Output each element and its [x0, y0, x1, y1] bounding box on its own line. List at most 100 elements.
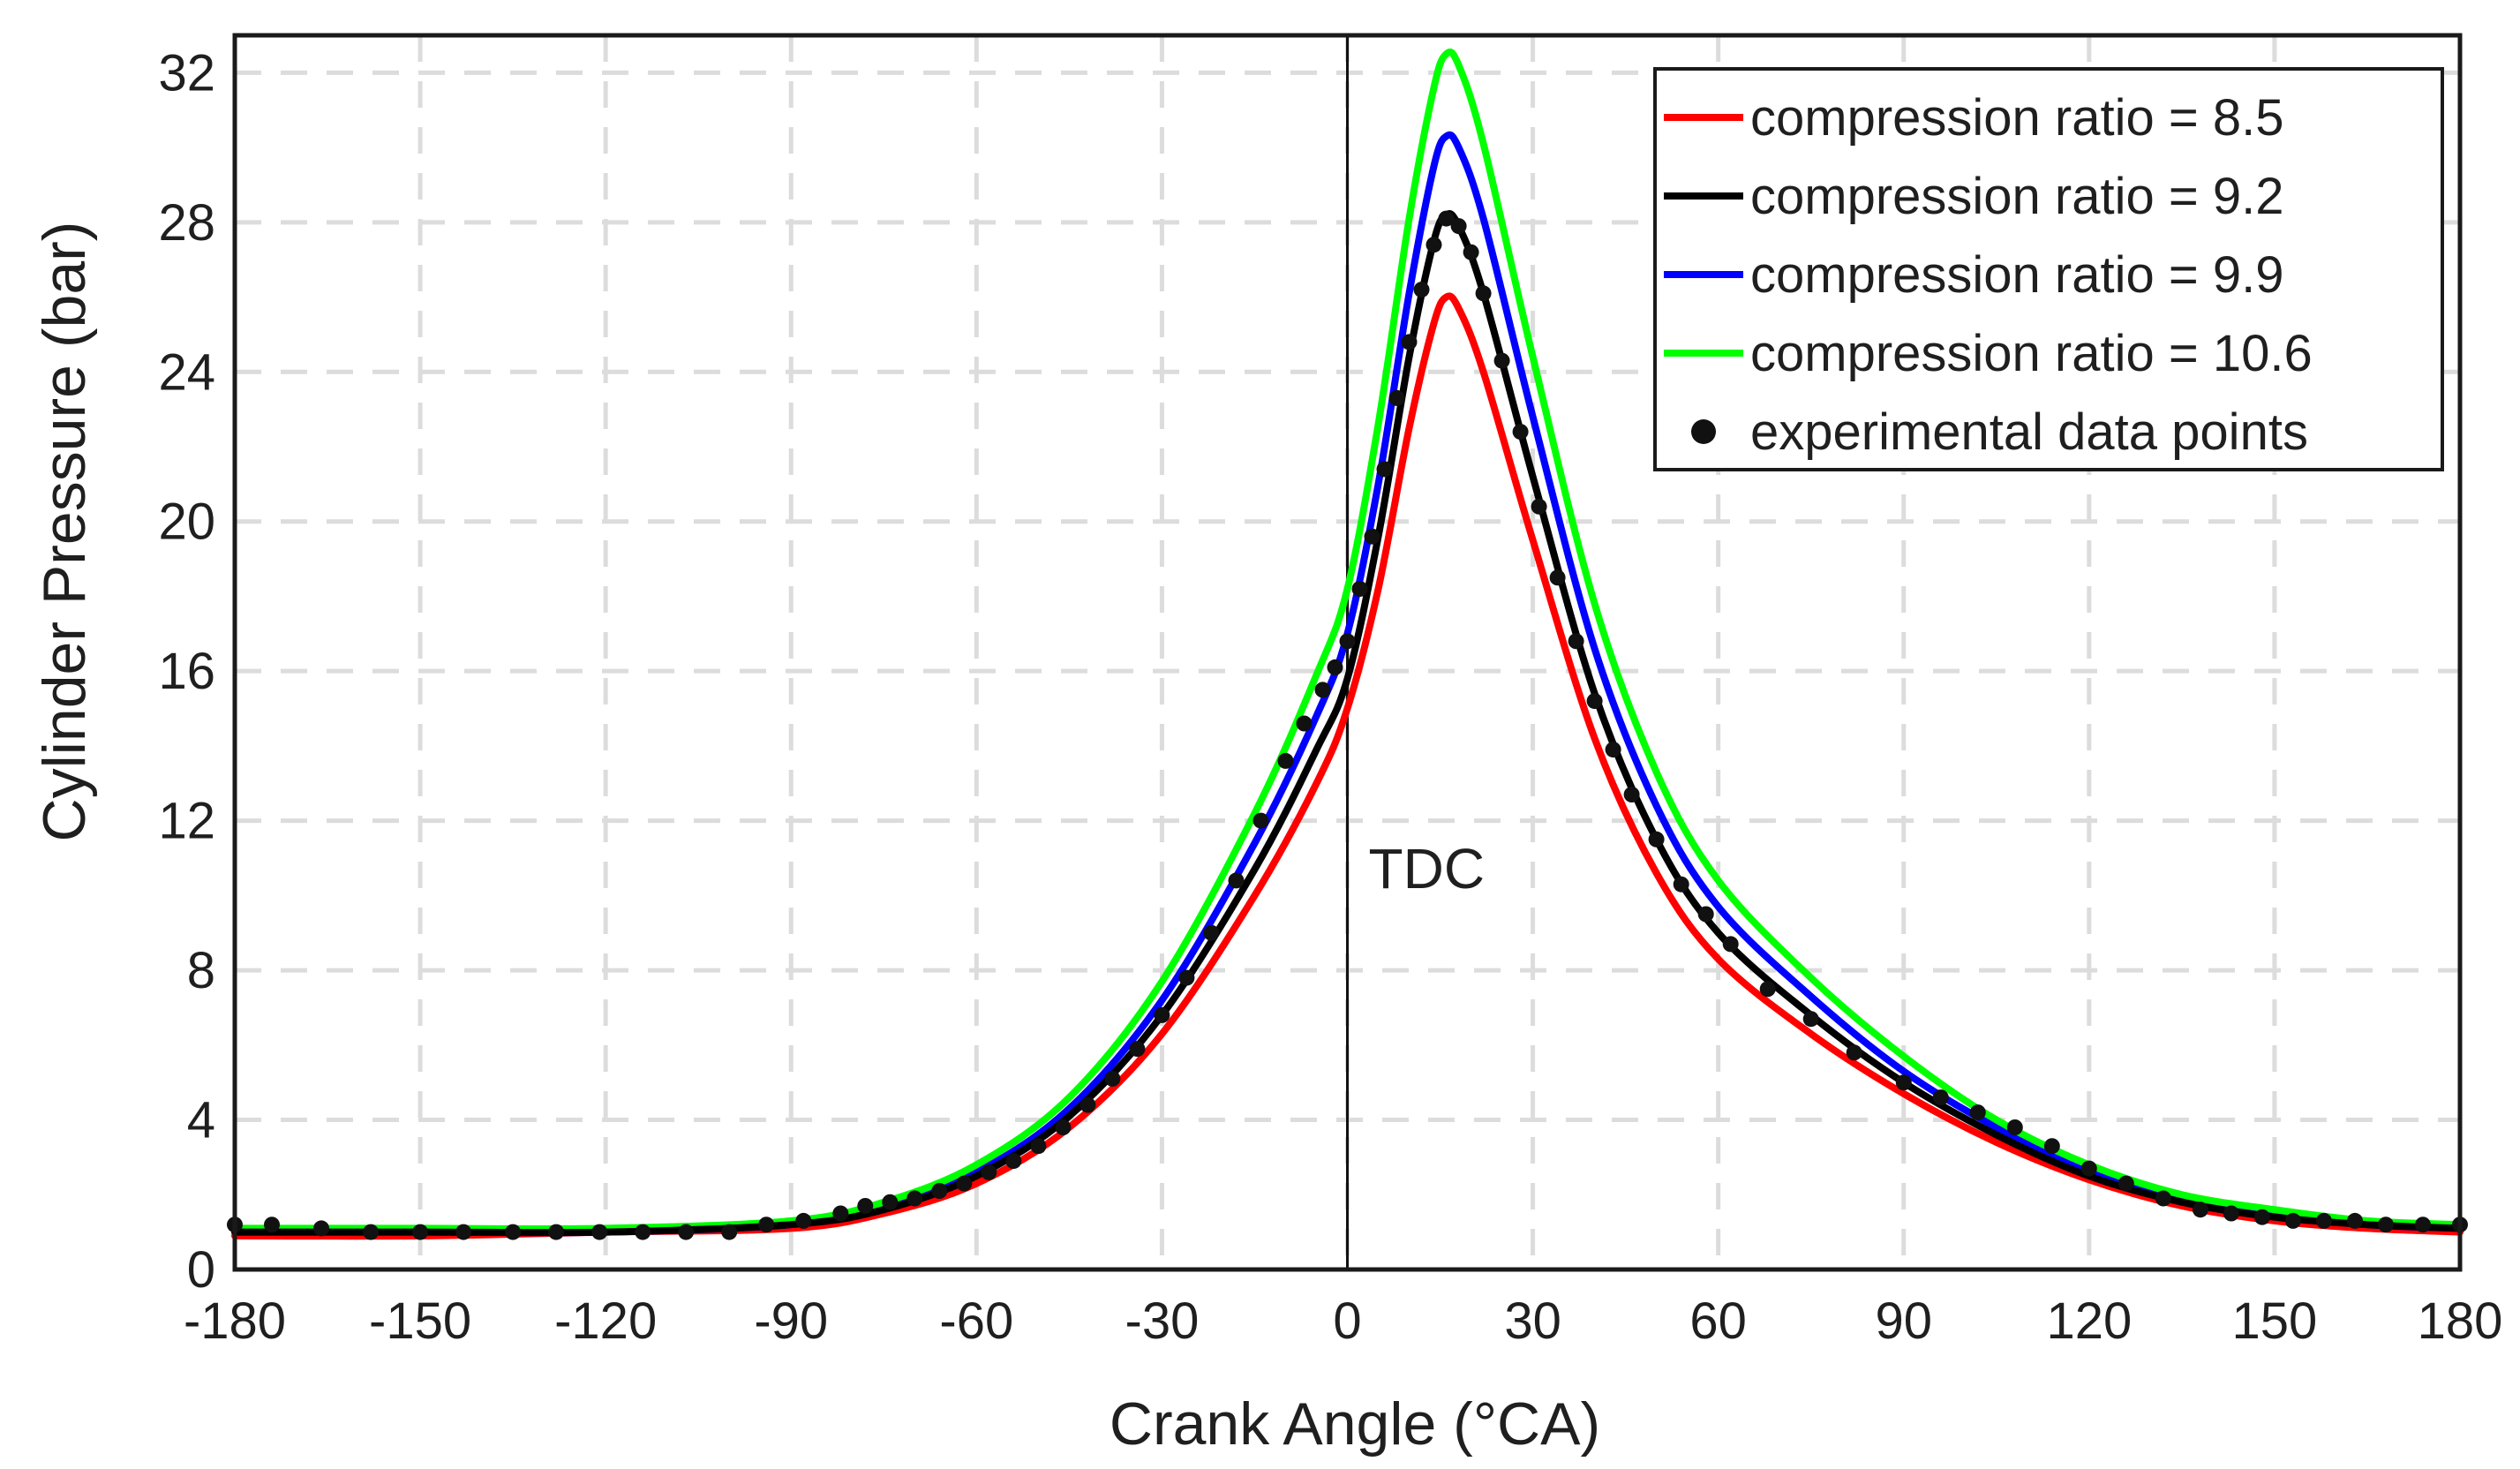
legend-label-experimental: experimental data points — [1750, 403, 2308, 461]
experimental-data-point — [1129, 1041, 1146, 1058]
experimental-data-point — [1586, 693, 1603, 710]
y-tick-label: 16 — [158, 643, 215, 700]
experimental-data-point — [1351, 581, 1368, 597]
tdc-annotation: TDC — [1369, 837, 1486, 900]
x-tick-label: 60 — [1689, 1292, 1747, 1350]
experimental-data-point — [505, 1224, 522, 1240]
experimental-data-point — [313, 1220, 329, 1237]
legend-box — [1653, 67, 2444, 471]
experimental-data-point — [2006, 1119, 2023, 1135]
experimental-data-point — [1463, 244, 1479, 260]
legend-label-cr-9-2: compression ratio = 9.2 — [1750, 168, 2283, 225]
y-ticks: 0 4 8 12 16 20 24 28 32 — [158, 44, 215, 1299]
experimental-data-point — [1364, 528, 1380, 545]
x-tick-label: -150 — [369, 1292, 471, 1350]
experimental-data-point — [1425, 237, 1442, 253]
experimental-data-point — [2155, 1190, 2171, 1207]
experimental-data-point — [1605, 742, 1621, 758]
y-tick-label: 20 — [158, 493, 215, 551]
experimental-data-point — [2080, 1160, 2097, 1177]
experimental-data-point — [363, 1224, 380, 1240]
x-ticks: -180 -150 -120 -90 -60 -30 0 30 60 90 120 150 180 — [184, 1292, 2502, 1350]
experimental-data-point — [1895, 1074, 1912, 1091]
legend-label-cr-8-5: compression ratio = 8.5 — [1750, 89, 2283, 147]
experimental-data-point — [635, 1224, 651, 1240]
experimental-data-point — [455, 1224, 472, 1240]
x-tick-label: -120 — [554, 1292, 657, 1350]
experimental-data-point — [2378, 1217, 2394, 1233]
legend: compression ratio = 8.5 compression rati… — [1653, 67, 2444, 471]
y-tick-label: 24 — [158, 343, 215, 401]
experimental-data-point — [795, 1212, 812, 1229]
experimental-data-point — [2223, 1205, 2239, 1222]
experimental-data-point — [1005, 1153, 1022, 1170]
experimental-data-point — [1493, 352, 1510, 369]
experimental-markers — [227, 210, 2468, 1240]
series-line-9-9 — [231, 131, 2464, 1237]
experimental-data-point — [2315, 1212, 2332, 1229]
experimental-data-point — [1697, 906, 1714, 923]
legend-label-cr-10-6: compression ratio = 10.6 — [1750, 325, 2313, 382]
experimental-data-point — [1079, 1096, 1096, 1113]
y-tick-label: 8 — [187, 942, 215, 999]
y-tick-label: 12 — [158, 793, 215, 850]
experimental-data-point — [1512, 424, 1529, 441]
experimental-data-point — [1376, 461, 1393, 478]
experimental-data-point — [1673, 876, 1689, 893]
experimental-data-point — [2415, 1217, 2431, 1233]
experimental-data-point — [1932, 1089, 1949, 1106]
experimental-data-point — [1475, 285, 1492, 302]
x-tick-label: -30 — [1125, 1292, 1200, 1350]
experimental-data-point — [1327, 659, 1343, 675]
legend-marker-experimental — [1691, 419, 1716, 444]
y-axis-title: Cylinder Pressure (bar) — [31, 222, 98, 842]
experimental-data-point — [1314, 682, 1331, 698]
experimental-data-point — [2118, 1175, 2134, 1192]
experimental-data-point — [1969, 1104, 1986, 1121]
experimental-data-point — [1648, 831, 1665, 848]
x-tick-label: -90 — [754, 1292, 828, 1350]
experimental-data-point — [412, 1224, 429, 1240]
experimental-data-point — [721, 1224, 738, 1240]
x-tick-label: 0 — [1333, 1292, 1361, 1350]
y-tick-label: 4 — [187, 1092, 215, 1149]
experimental-data-point — [2192, 1202, 2208, 1218]
experimental-data-point — [1178, 969, 1195, 986]
experimental-data-point — [832, 1205, 849, 1222]
experimental-data-point — [264, 1217, 280, 1233]
experimental-data-point — [1154, 1006, 1170, 1023]
experimental-data-point — [758, 1217, 775, 1233]
experimental-data-point — [1228, 872, 1245, 889]
experimental-data-point — [1450, 218, 1467, 235]
experimental-data-point — [1722, 936, 1739, 953]
legend-label-cr-9-9: compression ratio = 9.9 — [1750, 246, 2283, 304]
experimental-data-point — [1203, 924, 1220, 941]
experimental-data-point — [1296, 715, 1313, 732]
experimental-data-point — [2253, 1209, 2270, 1225]
plot-frame — [232, 33, 2463, 1272]
x-tick-label: 180 — [2418, 1292, 2503, 1350]
x-tick-label: -60 — [939, 1292, 1013, 1350]
series-line-8-5 — [231, 292, 2464, 1240]
experimental-data-point — [2043, 1138, 2060, 1155]
x-tick-label: 90 — [1875, 1292, 1932, 1350]
experimental-data-point — [1104, 1070, 1121, 1087]
experimental-data-point — [1030, 1138, 1047, 1155]
experimental-data-point — [1549, 569, 1566, 586]
experimental-data-point — [1401, 334, 1418, 350]
experimental-data-point — [548, 1224, 565, 1240]
experimental-data-point — [591, 1224, 608, 1240]
experimental-data-point — [981, 1164, 997, 1180]
x-tick-label: 120 — [2046, 1292, 2132, 1350]
experimental-data-point — [1531, 498, 1547, 515]
experimental-data-point — [2284, 1212, 2301, 1229]
experimental-data-point — [678, 1224, 695, 1240]
experimental-data-point — [931, 1183, 948, 1199]
x-axis-title: Crank Angle (°CA) — [1110, 1390, 1600, 1458]
experimental-data-point — [857, 1198, 874, 1214]
experimental-data-point — [1339, 633, 1356, 650]
experimental-data-point — [956, 1175, 973, 1192]
experimental-data-point — [882, 1194, 899, 1210]
experimental-data-point — [906, 1190, 923, 1207]
